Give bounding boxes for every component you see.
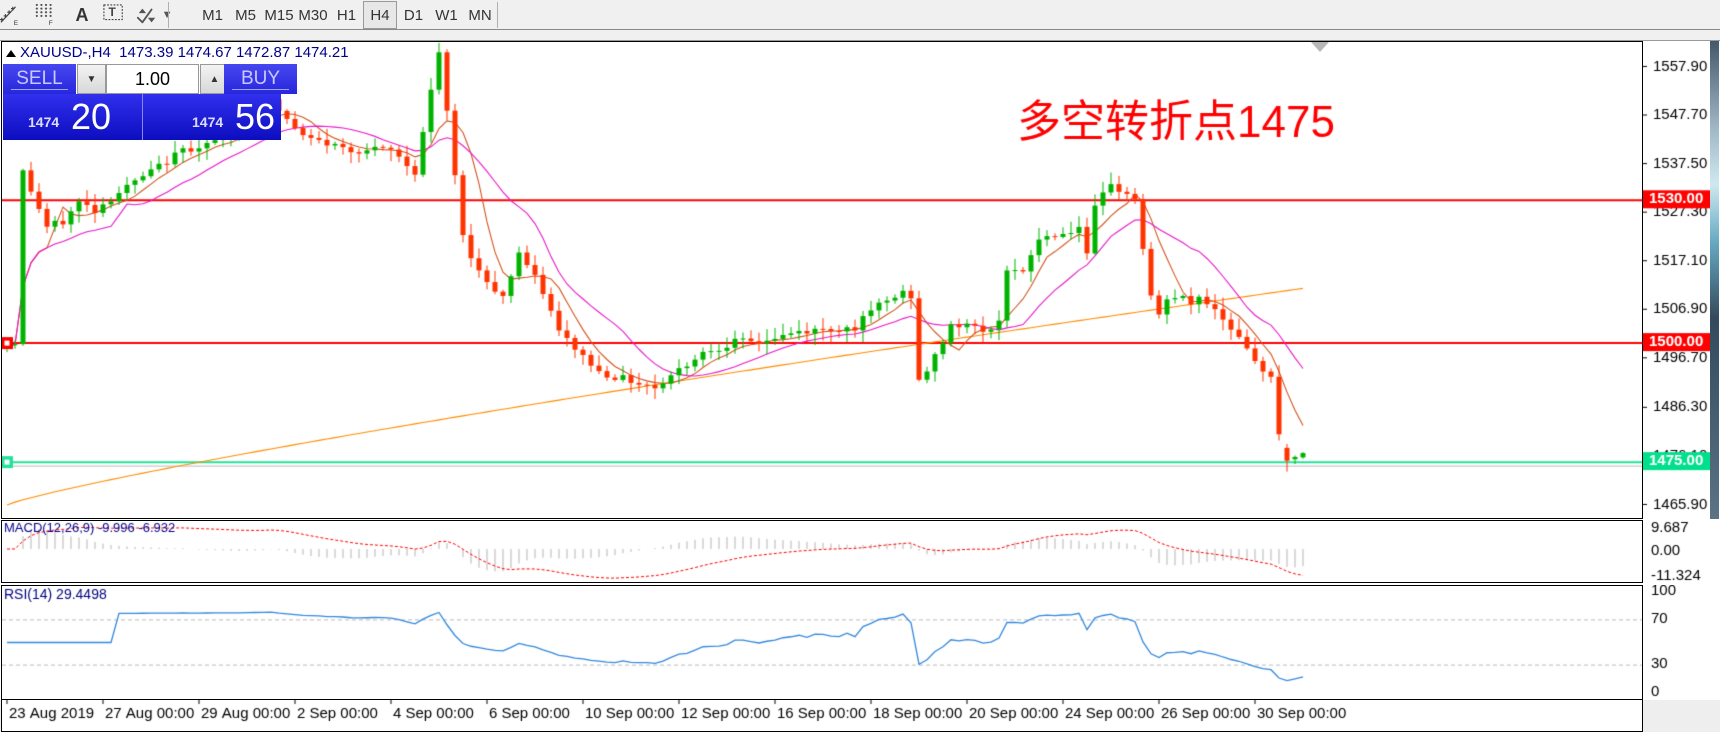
svg-text:F: F bbox=[49, 20, 53, 26]
svg-text:E: E bbox=[14, 20, 18, 26]
svg-text:T: T bbox=[109, 5, 117, 19]
